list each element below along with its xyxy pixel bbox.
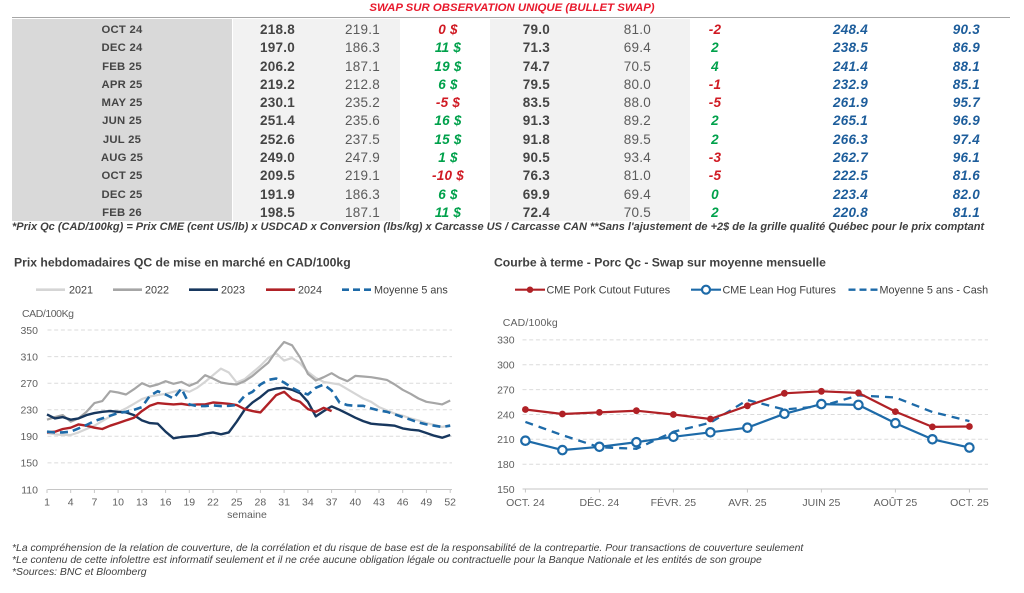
svg-text:270: 270 [497,384,515,396]
svg-text:43: 43 [373,497,385,509]
svg-text:CAD/100kg: CAD/100kg [503,317,558,329]
svg-text:Prix hebdomadaires QC de mise: Prix hebdomadaires QC de mise en marché … [14,256,351,270]
svg-text:16: 16 [160,497,172,509]
svg-text:40: 40 [349,497,361,509]
svg-text:CAD/100Kg: CAD/100Kg [22,308,74,320]
svg-text:2024: 2024 [298,285,322,297]
svg-text:52: 52 [444,497,456,509]
svg-text:150: 150 [497,484,515,496]
svg-text:2021: 2021 [69,285,93,297]
svg-text:110: 110 [21,484,38,496]
svg-text:DÉC. 24: DÉC. 24 [580,496,620,509]
svg-text:13: 13 [136,497,148,509]
svg-text:28: 28 [255,497,267,509]
svg-text:25: 25 [231,497,243,509]
svg-text:300: 300 [497,360,515,372]
svg-text:270: 270 [20,378,38,390]
svg-text:FÉVR. 25: FÉVR. 25 [651,496,697,509]
svg-text:4: 4 [68,497,74,509]
svg-text:22: 22 [207,497,219,509]
svg-text:19: 19 [183,497,195,509]
svg-text:10: 10 [112,497,124,509]
svg-text:190: 190 [20,431,38,443]
svg-text:350: 350 [20,325,38,337]
svg-text:Courbe à terme - Porc Qc - Swa: Courbe à terme - Porc Qc - Swap sur moye… [494,256,826,270]
svg-text:46: 46 [397,497,409,509]
svg-text:31: 31 [278,497,290,509]
svg-text:CME Pork Cutout Futures: CME Pork Cutout Futures [547,285,671,297]
svg-text:7: 7 [91,497,97,509]
svg-text:310: 310 [20,351,38,363]
svg-text:230: 230 [20,405,38,417]
svg-text:150: 150 [20,458,38,470]
svg-text:OCT. 25: OCT. 25 [950,497,989,509]
svg-text:semaine: semaine [227,509,267,521]
svg-text:37: 37 [326,497,338,509]
svg-text:210: 210 [497,434,515,446]
svg-text:JUIN 25: JUIN 25 [802,497,840,509]
svg-text:34: 34 [302,497,314,509]
svg-text:AVR. 25: AVR. 25 [728,497,766,509]
svg-text:240: 240 [497,409,515,421]
svg-text:OCT. 24: OCT. 24 [506,497,545,509]
svg-text:CME Lean Hog Futures: CME Lean Hog Futures [723,285,837,297]
svg-text:AOÛT 25: AOÛT 25 [874,496,918,509]
svg-text:180: 180 [497,459,515,471]
svg-text:2022: 2022 [145,285,169,297]
svg-text:330: 330 [497,335,515,347]
svg-text:49: 49 [421,497,433,509]
svg-text:Moyenne 5 ans - Cash: Moyenne 5 ans - Cash [880,285,989,297]
svg-text:2023: 2023 [221,285,245,297]
svg-text:1: 1 [44,497,50,509]
svg-text:Moyenne 5 ans: Moyenne 5 ans [374,285,448,297]
